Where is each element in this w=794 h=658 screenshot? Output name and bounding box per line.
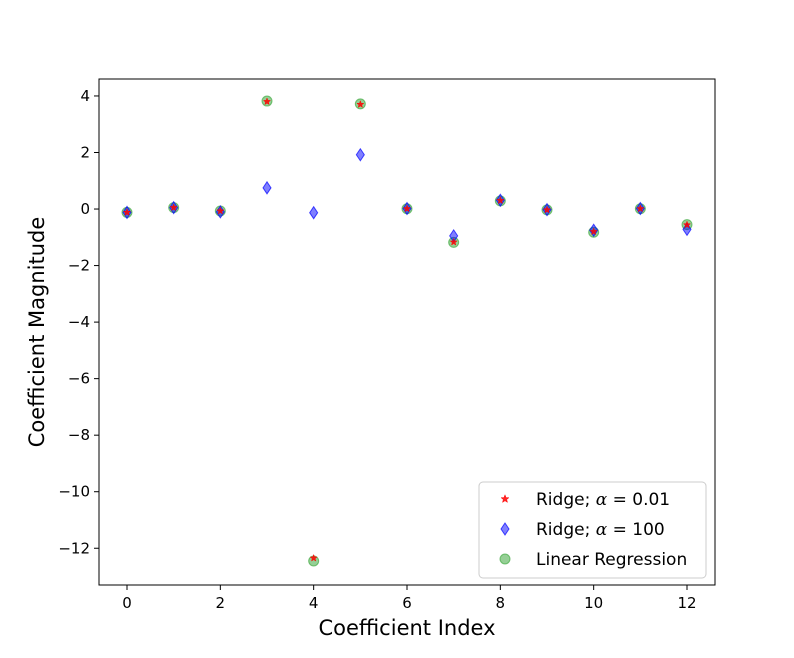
star-point: [636, 204, 645, 213]
x-tick-label: 10: [584, 594, 603, 612]
legend-box: [478, 481, 707, 579]
star-point: [356, 100, 365, 108]
y-axis-ticks: 4 2 0 −2 −4 −6 −8 −10 −12: [58, 87, 99, 557]
diamond-point: [262, 180, 272, 195]
legend-diamond-icon: [500, 522, 510, 536]
legend-label: Linear Regression: [536, 550, 687, 570]
legend-star-icon: [500, 494, 510, 503]
star-point: [449, 237, 458, 246]
y-tick-label: −6: [68, 370, 90, 388]
star-point: [682, 220, 692, 229]
legend-label-symbol: α: [596, 490, 608, 510]
x-axis-label: Coefficient Index: [318, 616, 495, 640]
legend-label-suffix: = 0.01: [607, 490, 670, 510]
x-tick-label: 12: [677, 594, 696, 612]
y-tick-label: 0: [80, 200, 90, 218]
star-point: [309, 553, 318, 562]
legend-label: Ridge; α = 100: [536, 520, 665, 540]
star-point: [496, 196, 505, 205]
x-tick-label: 8: [496, 594, 506, 612]
legend-label-prefix: Ridge;: [536, 490, 596, 510]
y-tick-label: −8: [68, 426, 90, 444]
star-point: [262, 97, 272, 106]
star-point: [589, 227, 598, 236]
legend-entry: Linear Regression: [499, 550, 687, 570]
x-tick-label: 2: [216, 594, 226, 612]
star-point: [169, 203, 178, 212]
y-tick-label: −4: [68, 313, 90, 331]
star-point: [122, 208, 132, 216]
legend-label-symbol: α: [596, 520, 608, 540]
x-axis-ticks: 0 2 4 6 8 10 12: [122, 585, 697, 612]
star-point: [542, 205, 552, 214]
legend-entry: Ridge; α = 0.01: [500, 490, 670, 510]
legend-label-suffix: = 100: [607, 520, 665, 540]
legend-label-prefix: Linear Regression: [536, 550, 687, 570]
y-tick-label: 2: [80, 143, 90, 161]
star-point: [402, 204, 412, 213]
diamond-point: [309, 205, 319, 220]
diamond-point: [682, 222, 692, 237]
y-axis-label: Coefficient Magnitude: [25, 217, 49, 448]
diamond-point: [355, 147, 365, 162]
x-tick-label: 4: [309, 594, 319, 612]
star-point: [216, 206, 225, 215]
legend-label-prefix: Ridge;: [536, 520, 596, 540]
y-tick-label: −12: [58, 539, 90, 557]
legend-circle-icon: [499, 553, 511, 565]
data-points: [121, 95, 693, 567]
x-tick-label: 6: [402, 594, 412, 612]
y-tick-label: −10: [58, 483, 90, 501]
legend-entry: Ridge; α = 100: [500, 520, 665, 540]
legend-label: Ridge; α = 0.01: [536, 490, 670, 510]
series-star: [122, 97, 692, 562]
y-tick-label: −2: [68, 257, 90, 275]
x-tick-label: 0: [122, 594, 132, 612]
y-tick-label: 4: [80, 87, 90, 105]
